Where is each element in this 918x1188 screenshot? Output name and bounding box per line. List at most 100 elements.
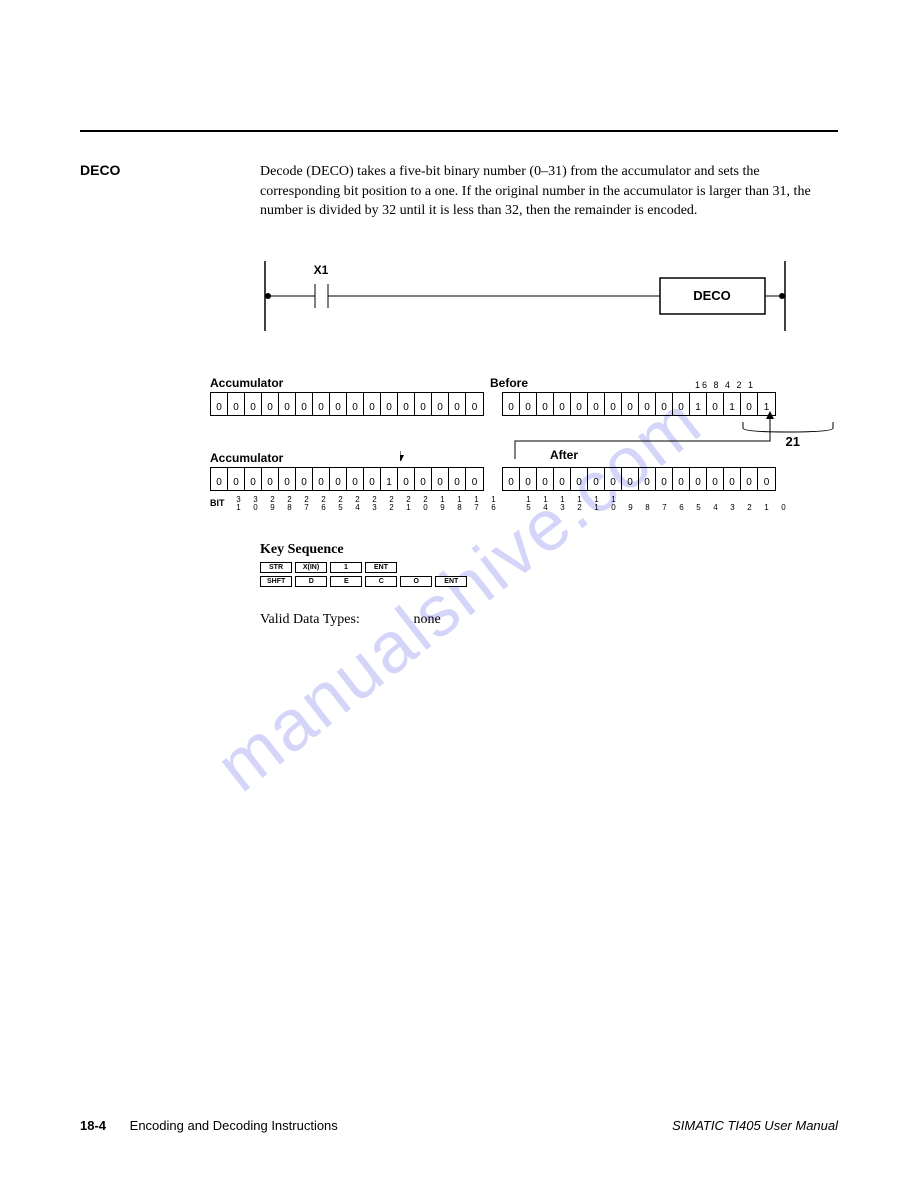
contact-label: X1	[314, 263, 329, 277]
bit-cell: 0	[466, 468, 483, 490]
bit-cell: 0	[364, 468, 381, 490]
bit-index-cell: 24	[349, 496, 366, 512]
bit-index-cell: 27	[298, 496, 315, 512]
key-button: E	[330, 576, 362, 587]
bit-index-left: 31302928272625242322212019181716	[230, 496, 502, 512]
bit-index-cell: 6	[673, 496, 690, 512]
bit-cell: 0	[673, 468, 690, 490]
bit-index-cell: 28	[281, 496, 298, 512]
bit-cell: 0	[707, 468, 724, 490]
bit-index-cell: 10	[605, 496, 622, 512]
bit-index-cell: 22	[383, 496, 400, 512]
bit-cell: 0	[605, 468, 622, 490]
bit-cell: 0	[449, 468, 466, 490]
bit-cell: 0	[656, 468, 673, 490]
bit-cell: 0	[330, 468, 347, 490]
bit-cell: 0	[313, 393, 330, 415]
bit-index-cell: 0	[775, 496, 792, 512]
bit-index-cell: 20	[417, 496, 434, 512]
after-left-bits: 0000000000100000	[210, 467, 484, 491]
valid-data-types: Valid Data Types: none	[260, 612, 838, 628]
bit-cell: 0	[228, 393, 245, 415]
bit-cell: 1	[381, 468, 398, 490]
bit-cell: 0	[279, 468, 296, 490]
bit-cell: 0	[724, 468, 741, 490]
before-row: Accumulator Before 16 8 4 2 1 0000000000…	[210, 376, 838, 416]
key-sequence-row1: STRX(IN)1ENT	[260, 562, 838, 573]
bit-cell: 0	[211, 468, 228, 490]
bit-index-cell: 17	[468, 496, 485, 512]
valid-types-value: none	[414, 612, 441, 627]
bit-index-row: BIT 31302928272625242322212019181716 151…	[210, 496, 838, 512]
bit-cell: 0	[262, 393, 279, 415]
bit-cell: 0	[364, 393, 381, 415]
bit-cell: 0	[758, 468, 775, 490]
bit-cell: 0	[432, 468, 449, 490]
arrow-icon	[400, 411, 780, 461]
bit-index-cell: 2	[741, 496, 758, 512]
bit-index-cell: 7	[656, 496, 673, 512]
bit-index-cell: 8	[639, 496, 656, 512]
bit-cell: 0	[279, 393, 296, 415]
bit-index-cell: 5	[690, 496, 707, 512]
bit-cell: 0	[347, 468, 364, 490]
bit-index-cell: 4	[707, 496, 724, 512]
key-sequence: Key Sequence STRX(IN)1ENT SHFTDECOENT	[260, 542, 838, 587]
bit-index-cell: 11	[588, 496, 605, 512]
bit-index-cell: 9	[622, 496, 639, 512]
key-button: STR	[260, 562, 292, 573]
bit-index-cell: 25	[332, 496, 349, 512]
ladder-diagram: X1 DECO	[260, 256, 838, 336]
value-21: 21	[786, 434, 800, 449]
bit-index-cell: 12	[571, 496, 588, 512]
bit-cell: 0	[313, 468, 330, 490]
bit-index-right: 151413121110 9 8 7 6 5 4 3 2 1 0	[520, 496, 792, 512]
bit-index-cell: 18	[451, 496, 468, 512]
bit-cell: 0	[262, 468, 279, 490]
bit-index-cell: 15	[520, 496, 537, 512]
bit-index-cell: 1	[758, 496, 775, 512]
key-sequence-row2: SHFTDECOENT	[260, 576, 838, 587]
key-button: X(IN)	[295, 562, 327, 573]
key-sequence-title: Key Sequence	[260, 542, 838, 558]
bit-cell: 0	[639, 468, 656, 490]
bit-index-cell: 26	[315, 496, 332, 512]
section-heading: DECO	[80, 162, 260, 221]
bit-cell: 0	[690, 468, 707, 490]
bit-cell: 0	[347, 393, 364, 415]
bit-cell: 0	[622, 468, 639, 490]
bit-cell: 0	[296, 393, 313, 415]
key-button: D	[295, 576, 327, 587]
bit-index-cell: 30	[247, 496, 264, 512]
bit-cell: 0	[245, 393, 262, 415]
page-footer: 18-4 Encoding and Decoding Instructions …	[80, 1118, 838, 1133]
bit-index-cell: 23	[366, 496, 383, 512]
key-button: SHFT	[260, 576, 292, 587]
bit-index-cell: 31	[230, 496, 247, 512]
valid-types-label: Valid Data Types:	[260, 612, 410, 628]
bit-cell: 0	[296, 468, 313, 490]
before-state-label: Before	[490, 376, 630, 390]
page-number: 18-4	[80, 1118, 106, 1133]
bit-cell: 0	[554, 468, 571, 490]
bit-cell: 0	[571, 468, 588, 490]
bit-index-cell: 3	[724, 496, 741, 512]
bit-index-cell: 29	[264, 496, 281, 512]
description-text: Decode (DECO) takes a five-bit binary nu…	[260, 162, 838, 221]
key-button: ENT	[435, 576, 467, 587]
key-button: 1	[330, 562, 362, 573]
bit-index-cell: 19	[434, 496, 451, 512]
bits-diagram: Accumulator Before 16 8 4 2 1 0000000000…	[210, 376, 838, 512]
box-label: DECO	[693, 288, 731, 303]
before-acc-label: Accumulator	[210, 376, 490, 390]
bit-cell: 0	[381, 393, 398, 415]
bit-cell: 0	[398, 468, 415, 490]
manual-title: SIMATIC TI405 User Manual	[672, 1118, 838, 1133]
key-button: O	[400, 576, 432, 587]
weight-labels: 16 8 4 2 1	[695, 380, 755, 390]
bit-index-cell: 16	[485, 496, 502, 512]
bit-index-cell: 21	[400, 496, 417, 512]
key-button: ENT	[365, 562, 397, 573]
after-right-bits: 0000000000000000	[502, 467, 776, 491]
bit-cell: 0	[741, 468, 758, 490]
